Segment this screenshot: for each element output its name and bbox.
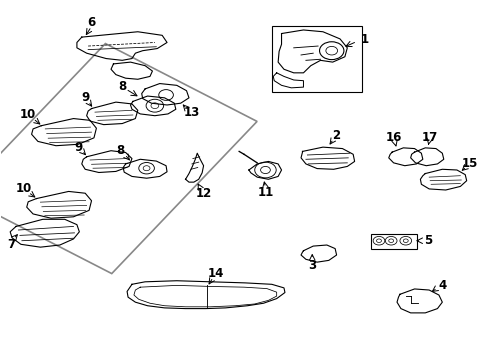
Text: 14: 14 bbox=[208, 267, 224, 280]
Text: 15: 15 bbox=[462, 157, 478, 170]
Text: 2: 2 bbox=[333, 129, 341, 142]
Text: 16: 16 bbox=[386, 131, 402, 144]
Text: 8: 8 bbox=[117, 144, 125, 157]
Text: 11: 11 bbox=[257, 186, 273, 199]
Text: 12: 12 bbox=[196, 187, 212, 200]
Text: 4: 4 bbox=[438, 279, 446, 292]
Text: 8: 8 bbox=[118, 80, 126, 93]
Text: 17: 17 bbox=[422, 131, 438, 144]
FancyBboxPatch shape bbox=[272, 26, 362, 93]
Text: 3: 3 bbox=[308, 258, 317, 271]
FancyBboxPatch shape bbox=[371, 234, 417, 249]
Text: 5: 5 bbox=[423, 234, 432, 247]
Text: 9: 9 bbox=[74, 141, 82, 154]
Text: 9: 9 bbox=[81, 91, 89, 104]
Text: 10: 10 bbox=[20, 108, 36, 121]
Text: 10: 10 bbox=[15, 182, 31, 195]
Text: 7: 7 bbox=[7, 238, 15, 251]
Text: 6: 6 bbox=[87, 16, 96, 29]
Text: 13: 13 bbox=[183, 106, 199, 120]
Text: 1: 1 bbox=[360, 33, 368, 46]
